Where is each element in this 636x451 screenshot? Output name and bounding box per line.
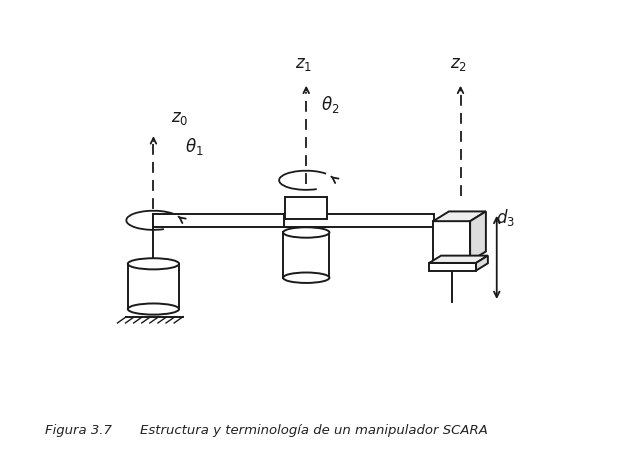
Ellipse shape [283, 273, 329, 283]
Text: $d_3$: $d_3$ [496, 207, 515, 228]
Ellipse shape [128, 259, 179, 270]
Polygon shape [286, 198, 327, 220]
Text: $\theta_1$: $\theta_1$ [186, 136, 204, 156]
Polygon shape [128, 264, 179, 309]
Polygon shape [470, 212, 486, 262]
Polygon shape [476, 256, 488, 271]
Text: $z_0$: $z_0$ [170, 109, 188, 127]
Ellipse shape [283, 228, 329, 238]
Polygon shape [433, 212, 486, 222]
Text: Estructura y terminología de un manipulador SCARA: Estructura y terminología de un manipula… [140, 423, 488, 436]
Text: $\theta_2$: $\theta_2$ [321, 94, 340, 115]
Polygon shape [284, 214, 434, 227]
Polygon shape [283, 233, 329, 278]
Text: Figura 3.7: Figura 3.7 [45, 423, 111, 436]
Polygon shape [429, 263, 476, 271]
Text: $z_2$: $z_2$ [450, 55, 467, 73]
Polygon shape [433, 222, 470, 262]
Polygon shape [429, 256, 488, 263]
Ellipse shape [128, 304, 179, 315]
Polygon shape [153, 214, 328, 227]
Text: $z_1$: $z_1$ [295, 55, 312, 73]
